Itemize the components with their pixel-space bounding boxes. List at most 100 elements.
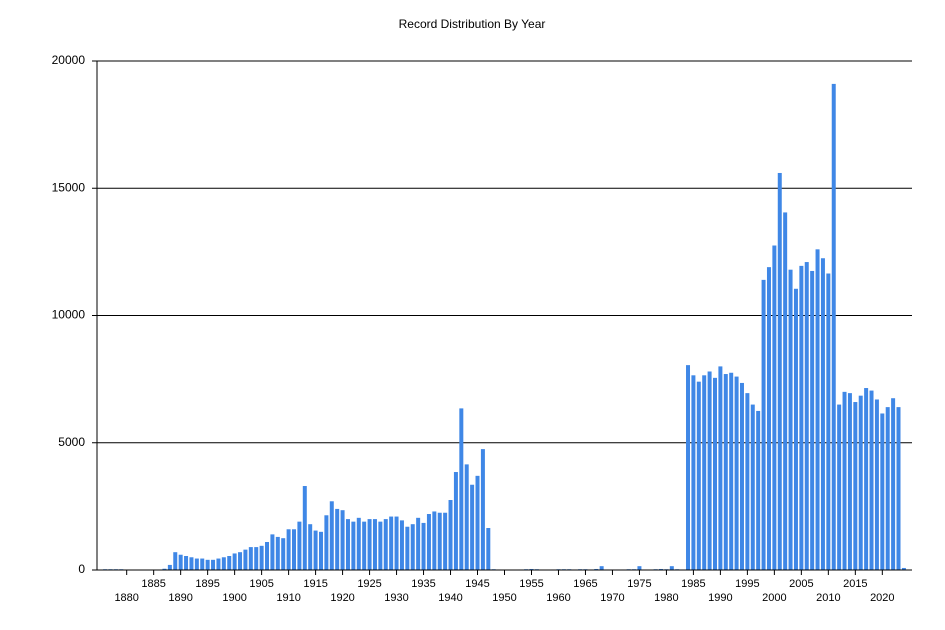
bar <box>389 516 394 570</box>
bar <box>858 395 863 570</box>
bar <box>383 519 388 570</box>
bar <box>756 410 761 570</box>
bar <box>712 377 717 570</box>
x-tick-label: 1990 <box>708 592 732 604</box>
bar <box>308 524 313 570</box>
x-tick-label: 2000 <box>762 592 786 604</box>
bar <box>837 404 842 570</box>
bar <box>486 528 491 570</box>
x-tick-label: 1920 <box>330 592 354 604</box>
x-tick-label: 1965 <box>573 578 597 590</box>
bar <box>313 530 318 570</box>
bar <box>793 288 798 570</box>
bar <box>594 568 599 570</box>
x-tick-label: 1960 <box>546 592 570 604</box>
x-tick-label: 1930 <box>384 592 408 604</box>
bar <box>281 538 286 570</box>
bar <box>232 553 237 570</box>
x-tick-label: 1950 <box>492 592 516 604</box>
bar <box>405 526 410 570</box>
bar <box>810 270 815 570</box>
bar <box>739 382 744 570</box>
bar <box>707 371 712 570</box>
x-tick-label: 1905 <box>249 578 273 590</box>
bar <box>292 529 297 570</box>
x-tick-label: 1985 <box>681 578 705 590</box>
bar <box>750 404 755 570</box>
bar <box>189 557 194 570</box>
bar <box>459 408 464 570</box>
bar <box>880 413 885 570</box>
bar <box>211 559 216 570</box>
bar <box>265 542 270 570</box>
bar <box>329 501 334 570</box>
bar <box>669 566 674 570</box>
x-tick-label: 1975 <box>627 578 651 590</box>
bar <box>842 391 847 570</box>
bar <box>178 554 183 570</box>
bar <box>480 449 485 570</box>
bar <box>432 511 437 570</box>
x-tick-label: 1915 <box>303 578 327 590</box>
bar <box>416 517 421 570</box>
x-tick-label: 1885 <box>141 578 165 590</box>
x-tick-label: 1955 <box>519 578 543 590</box>
chart-title: Record Distribution By Year <box>399 17 546 31</box>
bar <box>259 545 264 570</box>
bar <box>443 512 448 570</box>
bar <box>659 568 664 570</box>
bar <box>896 407 901 570</box>
bar <box>847 393 852 570</box>
bar <box>356 517 361 570</box>
x-tick-label: 1880 <box>114 592 138 604</box>
bar <box>820 258 825 570</box>
bar <box>167 564 172 570</box>
bar <box>254 547 259 570</box>
bar <box>696 381 701 570</box>
bar <box>297 521 302 570</box>
x-tick-label: 1970 <box>600 592 624 604</box>
bar <box>227 556 232 570</box>
bar <box>221 557 226 570</box>
bar <box>885 407 890 570</box>
bar <box>761 279 766 570</box>
x-tick-label: 2020 <box>870 592 894 604</box>
bar <box>318 531 323 570</box>
x-tick-label: 1900 <box>222 592 246 604</box>
x-tick-label: 1940 <box>438 592 462 604</box>
x-tick-label: 1925 <box>357 578 381 590</box>
bar <box>270 534 275 570</box>
bar <box>891 398 896 570</box>
bar <box>378 521 383 570</box>
bar <box>464 464 469 570</box>
bar <box>729 372 734 570</box>
bar <box>426 514 431 570</box>
bar <box>351 521 356 570</box>
x-tick-label: 2005 <box>789 578 813 590</box>
bar <box>248 547 253 570</box>
bar <box>243 549 248 570</box>
x-tick-label: 1935 <box>411 578 435 590</box>
bar <box>302 486 307 570</box>
bar <box>772 245 777 570</box>
bar <box>335 508 340 570</box>
bar <box>783 212 788 571</box>
bar <box>324 515 329 570</box>
bar <box>686 365 691 570</box>
bar <box>869 390 874 570</box>
bar <box>529 568 534 570</box>
bar <box>275 536 280 570</box>
x-tick-label: 1895 <box>195 578 219 590</box>
bar <box>362 521 367 570</box>
bar <box>410 524 415 570</box>
bar <box>200 558 205 570</box>
bar <box>475 475 480 570</box>
bar <box>864 388 869 570</box>
y-tick-label: 20000 <box>52 53 86 67</box>
bar <box>901 567 906 570</box>
bar <box>470 484 475 570</box>
bar <box>745 393 750 570</box>
bar <box>702 375 707 570</box>
bar <box>372 519 377 570</box>
x-tick-label: 1890 <box>168 592 192 604</box>
